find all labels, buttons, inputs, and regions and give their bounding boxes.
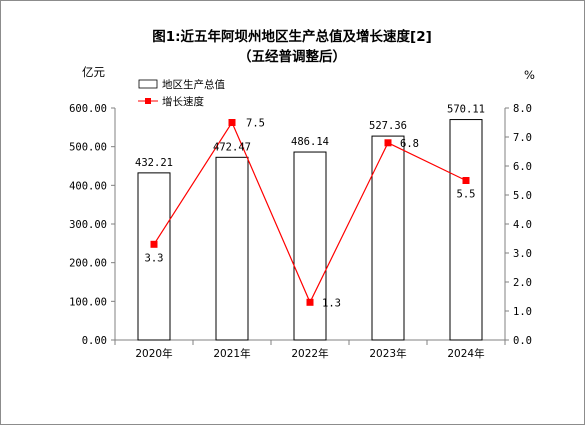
gdp-value-label: 472.47: [213, 141, 251, 153]
legend: 地区生产总值 增长速度: [138, 78, 225, 108]
growth-marker: [462, 177, 470, 184]
right-tick-label: 3.0: [513, 248, 532, 260]
x-category-label: 2020年: [135, 347, 172, 360]
gdp-bar: [449, 119, 483, 341]
left-tick-label: 100.00: [69, 296, 107, 308]
left-tick-label: 300.00: [69, 219, 107, 231]
gdp-bar: [293, 151, 327, 341]
right-tick-label: 4.0: [513, 219, 532, 231]
growth-marker: [306, 298, 314, 306]
gdp-value-label: 570.11: [447, 104, 485, 116]
x-category-label: 2022年: [291, 347, 328, 360]
right-tick-label: 2.0: [513, 277, 532, 289]
right-tick-label: 8.0: [513, 103, 532, 115]
left-tick-label: 400.00: [69, 180, 107, 192]
gdp-value-label: 527.36: [369, 120, 407, 132]
growth-value-label: 1.3: [322, 297, 341, 309]
left-tick-label: 200.00: [69, 258, 107, 270]
gdp-bar: [137, 172, 171, 341]
gdp-bar: [371, 135, 405, 341]
growth-value-label: 7.5: [246, 118, 265, 130]
legend-label-gdp: 地区生产总值: [162, 78, 225, 91]
left-axis-unit: 亿元: [82, 65, 105, 79]
right-tick-label: 5.0: [513, 190, 532, 202]
gdp-bar: [215, 156, 249, 341]
left-tick-label: 600.00: [69, 103, 107, 115]
growth-marker: [228, 119, 236, 126]
data-labels: 432.21 472.47 486.14 527.36 570.11 3.3 7.5 1.3 6…: [135, 104, 485, 310]
growth-value-label: 6.8: [400, 138, 419, 150]
gdp-value-label: 486.14: [291, 136, 329, 148]
growth-marker: [384, 139, 392, 147]
axes: 0.00 100.00 200.00 300.00 400.00 500.00 600.00…: [69, 103, 532, 360]
x-category-label: 2021年: [213, 347, 250, 360]
growth-value-label: 3.3: [145, 252, 164, 264]
growth-value-label: 5.5: [457, 189, 476, 201]
gdp-value-label: 432.21: [135, 157, 173, 169]
right-axis-unit: %: [524, 68, 535, 82]
chart-title-line1: 图1:近五年阿坝州地区生产总值及增长速度[2]: [152, 28, 432, 45]
growth-line: [150, 119, 470, 306]
legend-label-growth: 增长速度: [162, 95, 204, 108]
chart-title-line2: （五经普调整后）: [238, 48, 346, 65]
legend-swatch-gdp: [138, 79, 158, 89]
legend-swatch-growth-marker: [145, 98, 151, 104]
right-tick-label: 0.0: [513, 335, 532, 347]
x-category-label: 2024年: [447, 347, 484, 360]
right-tick-label: 7.0: [513, 132, 532, 144]
bars: [137, 119, 483, 341]
x-category-label: 2023年: [369, 347, 406, 360]
right-tick-label: 1.0: [513, 306, 532, 318]
left-tick-label: 500.00: [69, 142, 107, 154]
growth-marker: [150, 240, 158, 248]
left-tick-label: 0.00: [82, 335, 107, 347]
right-tick-label: 6.0: [513, 161, 532, 173]
